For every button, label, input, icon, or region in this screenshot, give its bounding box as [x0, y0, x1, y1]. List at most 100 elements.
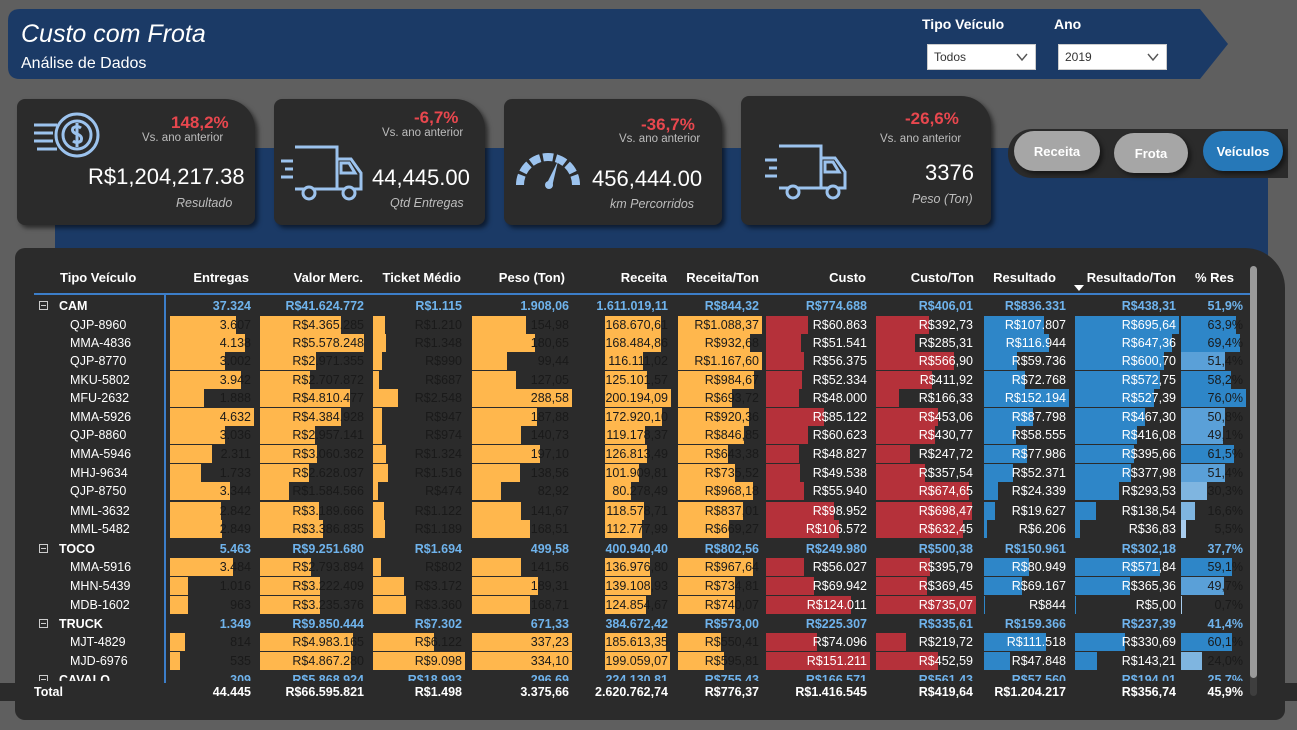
- table-row[interactable]: MML-3632 2.842 R$3.189.666 R$1.122 141,67 118…: [0, 502, 1297, 520]
- collapse-icon[interactable]: [39, 675, 48, 681]
- filter-tipo-select[interactable]: Todos: [927, 44, 1036, 70]
- table-cell: R$1.210: [373, 316, 465, 334]
- table-cell: R$395,66: [1075, 445, 1179, 463]
- group-row[interactable]: TRUCK 1.349 R$9.850.444 R$7.302 671,33 384.67…: [0, 615, 1297, 633]
- cell-value: R$56.375: [812, 354, 867, 368]
- table-row[interactable]: MJD-6976 535 R$4.867.280 R$9.098 334,10 199.0…: [0, 652, 1297, 670]
- nav-button-veiculos[interactable]: Veículos: [1203, 131, 1283, 171]
- table-cell: R$5.868.924: [260, 671, 367, 681]
- data-bar: [678, 334, 751, 352]
- row-label: TRUCK: [59, 617, 103, 631]
- group-row[interactable]: TOCO 5.463 R$9.251.680 R$1.694 499,58 400.940…: [0, 540, 1297, 558]
- table-row[interactable]: MMA-5916 3.484 R$2.793.894 R$802 141,56 136.9…: [0, 558, 1297, 576]
- scrollbar-thumb[interactable]: [1250, 266, 1257, 678]
- table-cell: R$302,18: [1075, 540, 1179, 558]
- column-header-9[interactable]: Resultado: [993, 270, 1056, 285]
- collapse-icon[interactable]: [39, 544, 48, 553]
- column-header-0[interactable]: Tipo Veículo: [60, 270, 137, 285]
- filter-ano-select[interactable]: 2019: [1058, 44, 1167, 70]
- table-row[interactable]: QJP-8770 3.002 R$2.971.355 R$990 99,44 116.11…: [0, 352, 1297, 370]
- cell-value: 4.138: [219, 336, 251, 350]
- data-bar: [1181, 371, 1232, 389]
- total-label: Total: [34, 685, 63, 699]
- table-cell: R$2.957.141: [260, 426, 367, 444]
- cell-value: R$1.324: [414, 447, 462, 461]
- cell-value: 4.632: [219, 410, 251, 424]
- total-cell: 2.620.762,74: [595, 683, 671, 701]
- table-cell: 116.111,02: [605, 352, 671, 370]
- data-bar: [260, 426, 315, 444]
- table-cell: 168.670,61: [605, 316, 671, 334]
- cell-value: R$947: [425, 410, 462, 424]
- cell-value: R$600,70: [1121, 354, 1176, 368]
- chevron-down-icon: [1016, 53, 1028, 62]
- table-cell: 80.278,49: [605, 482, 671, 500]
- row-label: QJP-8750: [70, 484, 127, 498]
- table-row[interactable]: MMA-5946 2.311 R$3.060.362 R$1.324 197,10 126…: [0, 445, 1297, 463]
- collapse-icon[interactable]: [39, 619, 48, 628]
- cell-value: R$695,64: [1121, 318, 1176, 332]
- row-label: QJP-8770: [70, 354, 127, 368]
- table-row[interactable]: MHN-5439 1.016 R$3.222.409 R$3.172 189,31 139…: [0, 577, 1297, 595]
- cell-value: 37,7%: [1207, 542, 1243, 556]
- column-header-10[interactable]: Resultado/Ton: [1086, 270, 1176, 285]
- kpi-value: R$1,204,217.38: [88, 164, 245, 189]
- cell-value: R$802,56: [704, 542, 759, 556]
- data-bar: [766, 577, 814, 595]
- total-cell: R$1.204.217: [984, 683, 1069, 701]
- table-cell: 99,44: [472, 352, 572, 370]
- cell-value: R$377,98: [1121, 466, 1176, 480]
- data-bar: [170, 482, 231, 500]
- sort-desc-icon[interactable]: [1074, 285, 1084, 292]
- table-row[interactable]: MMA-5926 4.632 R$4.384.928 R$947 187,88 172.9…: [0, 408, 1297, 426]
- table-cell: 127,05: [472, 371, 572, 389]
- table-cell: 337,23: [472, 633, 572, 651]
- column-header-5[interactable]: Receita: [620, 270, 667, 285]
- cell-value: R$735,07: [918, 598, 973, 612]
- cell-value: R$1.189: [414, 522, 462, 536]
- column-header-8[interactable]: Custo/Ton: [910, 270, 974, 285]
- table-row[interactable]: QJP-8960 3.607 R$4.365.285 R$1.210 154,98 168…: [0, 316, 1297, 334]
- cell-value: R$293,53: [1121, 484, 1176, 498]
- data-bar: [678, 558, 753, 576]
- collapse-icon[interactable]: [39, 301, 48, 310]
- table-cell: 168,51: [472, 520, 572, 538]
- table-row[interactable]: QJP-8860 3.036 R$2.957.141 R$974 140,73 119.1…: [0, 426, 1297, 444]
- table-row[interactable]: MHJ-9634 1.733 R$2.628.037 R$1.516 138,56 101…: [0, 464, 1297, 482]
- cell-value: R$6.206: [1018, 522, 1066, 536]
- table-cell: R$151.211: [766, 652, 870, 670]
- group-row[interactable]: CAVALO 309 R$5.868.924 R$18.993 296,69 224.13…: [0, 671, 1297, 681]
- cell-value: 124.854,67: [605, 598, 668, 612]
- table-cell: R$56.027: [766, 558, 870, 576]
- group-row[interactable]: CAM 37.324 R$41.624.772 R$1.115 1.908,06 1.61…: [0, 297, 1297, 315]
- table-cell: 309: [170, 671, 254, 681]
- data-bar: [605, 502, 644, 520]
- cell-value: R$9.098: [414, 654, 462, 668]
- column-header-3[interactable]: Ticket Médio: [382, 270, 461, 285]
- cell-value: 154,98: [530, 318, 569, 332]
- column-header-11[interactable]: % Res: [1194, 270, 1234, 285]
- column-header-2[interactable]: Valor Merc.: [293, 270, 363, 285]
- cell-value: R$774.688: [805, 299, 867, 313]
- data-bar: [472, 633, 572, 651]
- column-header-7[interactable]: Custo: [829, 270, 866, 285]
- data-bar: [373, 371, 380, 389]
- table-cell: R$36,83: [1075, 520, 1179, 538]
- table-cell: R$632,45: [876, 520, 976, 538]
- table-row[interactable]: QJP-8750 3.344 R$1.584.566 R$474 82,92 80.278…: [0, 482, 1297, 500]
- nav-button-frota[interactable]: Frota: [1114, 133, 1188, 173]
- column-header-4[interactable]: Peso (Ton): [498, 270, 565, 285]
- data-bar: [984, 408, 1034, 426]
- table-row[interactable]: MDB-1602 963 R$3.235.376 R$3.360 168,71 124.8…: [0, 596, 1297, 614]
- cell-value: 141,56: [530, 560, 569, 574]
- column-header-1[interactable]: Entregas: [193, 270, 249, 285]
- cell-value: 59,1%: [1207, 560, 1243, 574]
- table-row[interactable]: MJT-4829 814 R$4.983.165 R$6.122 337,23 185.6…: [0, 633, 1297, 651]
- table-row[interactable]: MMA-4836 4.138 R$5.578.248 R$1.348 180,65 168…: [0, 334, 1297, 352]
- data-bar: [876, 352, 954, 370]
- column-header-6[interactable]: Receita/Ton: [686, 270, 759, 285]
- table-row[interactable]: MFU-2632 1.888 R$4.810.477 R$2.548 288,58 200…: [0, 389, 1297, 407]
- table-row[interactable]: MML-5482 2.849 R$3.386.835 R$1.189 168,51 112…: [0, 520, 1297, 538]
- nav-button-receita[interactable]: Receita: [1014, 131, 1100, 171]
- table-row[interactable]: MKU-5802 3.942 R$2.707.872 R$687 127,05 125.1…: [0, 371, 1297, 389]
